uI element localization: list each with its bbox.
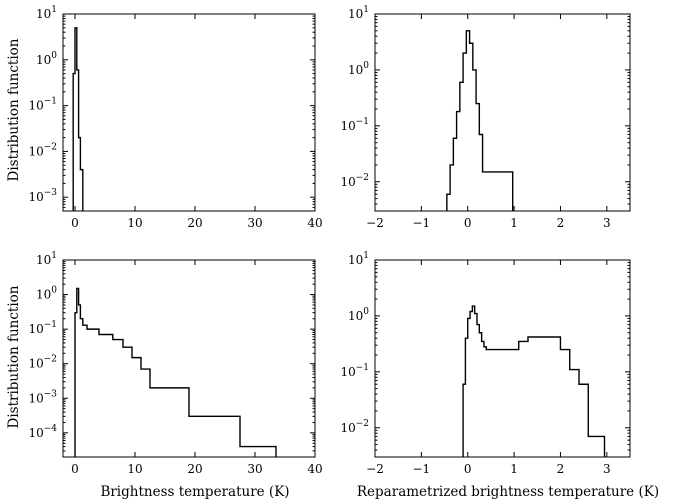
- y-tick-label: 10−4: [28, 424, 57, 440]
- x-tick-label: 40: [307, 216, 322, 230]
- x-tick-label: 30: [247, 216, 262, 230]
- y-tick-label: 10−2: [340, 173, 369, 189]
- x-tick-label: 20: [187, 216, 202, 230]
- axes-frame: [374, 259, 631, 458]
- y-tick-label: 100: [348, 61, 369, 77]
- panel-bottom-left: 0 10 20 30 40 10−4 10−3 10−2 10−1 100 101: [28, 251, 322, 476]
- y-tick-label: 10−1: [340, 363, 369, 379]
- histogram-line: [462, 305, 606, 457]
- y-tick-label: 101: [36, 251, 57, 267]
- x-tick-label: 30: [247, 462, 262, 476]
- x-tick-label: 10: [127, 462, 142, 476]
- x-tick-label: 2: [557, 462, 565, 476]
- axes-frame: [62, 259, 316, 458]
- x-tick-label: 2: [557, 216, 565, 230]
- y-tick-label: 101: [36, 5, 57, 21]
- x-tick-label: 10: [127, 216, 142, 230]
- x-tick-label: 3: [603, 216, 611, 230]
- y-tick-label: 10−1: [28, 97, 57, 113]
- x-tick-label: −2: [366, 216, 384, 230]
- ylabel-bottom: Distribution function: [6, 285, 22, 428]
- x-tick-label: 1: [510, 462, 518, 476]
- x-tick-label: −1: [413, 216, 431, 230]
- y-tick-label: 101: [348, 5, 369, 21]
- histogram-line: [446, 30, 514, 211]
- x-tick-label: 0: [71, 462, 79, 476]
- histogram-line: [72, 27, 84, 211]
- y-tick-label: 101: [348, 251, 369, 267]
- y-tick-label: 10−3: [28, 389, 57, 405]
- axes-frame: [374, 13, 631, 212]
- y-tick-label: 10−3: [28, 188, 57, 204]
- x-tick-label: 1: [510, 216, 518, 230]
- y-tick-label: 10−2: [28, 142, 57, 158]
- y-tick-label: 10−1: [340, 117, 369, 133]
- axes-frame: [62, 13, 316, 212]
- y-tick-label: 100: [36, 286, 57, 302]
- x-tick-label: 0: [464, 216, 472, 230]
- panel-top-right: −2 −1 0 1 2 3 10−2 10−1 100 101: [340, 5, 631, 230]
- y-tick-label: 10−2: [340, 419, 369, 435]
- y-tick-label: 10−2: [28, 355, 57, 371]
- panel-bottom-right: −2 −1 0 1 2 3 10−2 10−1 100 101: [340, 251, 631, 476]
- x-tick-label: 40: [307, 462, 322, 476]
- histogram-line: [74, 287, 277, 457]
- x-tick-label: 0: [71, 216, 79, 230]
- x-tick-label: 0: [464, 462, 472, 476]
- ylabel-top: Distribution function: [6, 38, 22, 181]
- y-tick-label: 100: [36, 51, 57, 67]
- y-tick-label: 100: [348, 307, 369, 323]
- x-tick-label: 3: [603, 462, 611, 476]
- x-tick-label: −2: [366, 462, 384, 476]
- y-tick-label: 10−1: [28, 320, 57, 336]
- xlabel-left: Brightness temperature (K): [100, 484, 289, 500]
- x-tick-label: 20: [187, 462, 202, 476]
- panel-top-left: 0 10 20 30 40 10−3 10−2 10−1 100 101: [28, 5, 322, 230]
- xlabel-right: Reparametrized brightness temperature (K…: [357, 484, 659, 500]
- x-tick-label: −1: [413, 462, 431, 476]
